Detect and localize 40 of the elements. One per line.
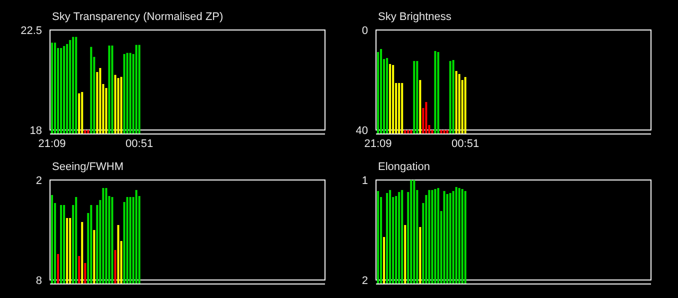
y-tick-label: 40 [356, 124, 368, 137]
x-tick-label: 21:09 [364, 138, 392, 150]
bar [99, 68, 102, 134]
bar [54, 42, 56, 134]
bar [111, 46, 114, 134]
y-tick-label: 2 [36, 174, 42, 187]
bar [96, 72, 98, 134]
chart-title: Sky Brightness [378, 11, 452, 23]
bar [63, 46, 66, 134]
bar [66, 44, 68, 134]
x-tick-label: 21:09 [38, 138, 66, 150]
bar [126, 52, 128, 134]
x-tick-label: 00:51 [126, 138, 154, 150]
bar [72, 36, 74, 134]
bar [135, 44, 138, 134]
bar [51, 42, 54, 134]
bar [114, 74, 116, 134]
bar [75, 36, 78, 134]
bar [81, 92, 84, 134]
y-tick-label: 0 [362, 24, 368, 37]
chart-title: Sky Transparency (Normalised ZP) [52, 11, 224, 23]
bar [138, 44, 140, 134]
bar [123, 54, 126, 134]
y-tick-label: 22.5 [20, 24, 42, 37]
y-tick-label: 18 [30, 124, 42, 137]
x-tick-label: 00:51 [452, 138, 480, 150]
bar [90, 46, 92, 134]
y-tick-label: 2 [362, 274, 368, 287]
bar [105, 88, 108, 134]
y-tick-label: 8 [36, 274, 42, 287]
y-tick-label: 1 [362, 174, 368, 187]
chart-title: Elongation [378, 161, 430, 173]
bar [117, 78, 120, 134]
bar [78, 93, 80, 134]
chart-title: Seeing/FWHM [52, 161, 124, 173]
bar [120, 76, 122, 134]
bar [69, 40, 72, 134]
bar [108, 46, 110, 134]
bar [60, 48, 62, 134]
bar [129, 52, 132, 134]
